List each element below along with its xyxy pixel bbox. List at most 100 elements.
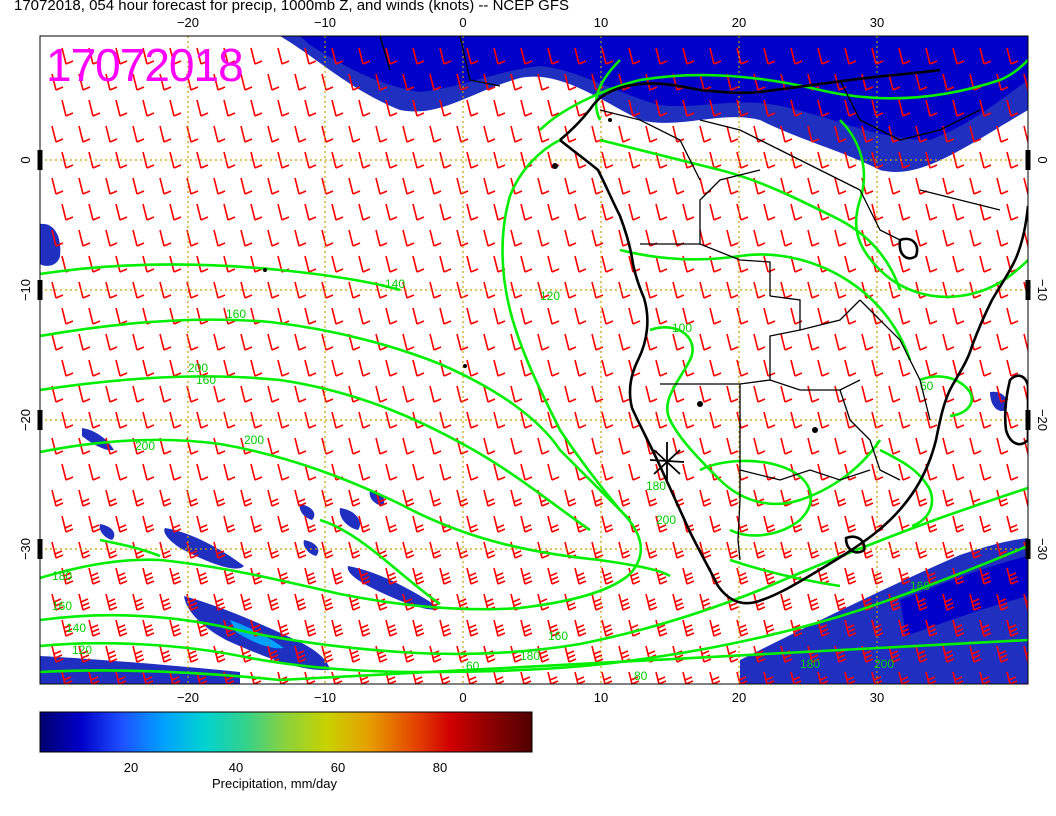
- wind-barb: [601, 411, 614, 429]
- wind-barb: [321, 489, 334, 507]
- wind-barb: [196, 411, 209, 429]
- precip-streak-1: [82, 428, 114, 451]
- wind-barb: [240, 229, 253, 247]
- colorbar-gradient: [39, 711, 533, 753]
- wind-barb: [88, 47, 101, 65]
- wind-barb: [250, 203, 263, 221]
- wind-barb: [483, 437, 496, 455]
- wind-barb: [132, 73, 145, 91]
- lat-tick: 0: [1035, 156, 1050, 163]
- wind-barb: [942, 593, 955, 611]
- precip-streak-2: [164, 528, 244, 569]
- wind-barb: [1006, 203, 1019, 221]
- wind-barb: [618, 177, 631, 195]
- wind-barb: [294, 229, 307, 247]
- wind-barb: [132, 593, 145, 611]
- wind-barb: [348, 73, 361, 91]
- wind-barb: [564, 385, 577, 403]
- wind-barb: [844, 515, 857, 533]
- wind-barb: [537, 125, 550, 143]
- wind-barb: [682, 47, 695, 65]
- wind-barb: [142, 567, 155, 585]
- wind-barb: [726, 281, 739, 299]
- wind-barb: [51, 593, 64, 611]
- wind-barb: [537, 593, 550, 611]
- wind-barb: [844, 359, 857, 377]
- wind-barb: [753, 73, 766, 91]
- wind-barb: [88, 515, 101, 533]
- wind-barb: [591, 333, 604, 351]
- wind-barb: [925, 515, 938, 533]
- wind-barb: [591, 177, 604, 195]
- wind-barb: [952, 515, 965, 533]
- wind-barb: [888, 593, 901, 611]
- wind-barb: [520, 567, 533, 585]
- wind-barb: [105, 593, 118, 611]
- wind-barb: [483, 229, 496, 247]
- wind-barb: [412, 515, 425, 533]
- wind-barb: [591, 281, 604, 299]
- wind-barb: [78, 541, 91, 559]
- wind-barb: [493, 515, 506, 533]
- wind-barb: [304, 619, 317, 637]
- wind-barb: [520, 671, 532, 684]
- island-dots: [263, 118, 818, 433]
- wind-barb: [682, 619, 695, 637]
- wind-barb: [169, 99, 182, 117]
- wind-barb: [699, 333, 712, 351]
- wind-barb: [763, 99, 776, 117]
- wind-barb: [402, 177, 415, 195]
- wind-barb: [429, 333, 442, 351]
- wind-barb: [267, 437, 280, 455]
- wind-barb: [807, 177, 820, 195]
- wind-barb: [250, 151, 263, 169]
- wind-barb: [726, 125, 739, 143]
- wind-barb: [358, 359, 371, 377]
- wind-barb: [186, 645, 199, 663]
- wind-barb: [925, 99, 938, 117]
- country-borders: [379, 36, 1001, 561]
- wind-barb: [105, 73, 118, 91]
- wind-barb: [952, 203, 965, 221]
- wind-barb: [520, 255, 533, 273]
- wind-barb: [277, 463, 290, 481]
- wind-barb: [520, 463, 533, 481]
- wind-barb: [483, 385, 496, 403]
- wind-barb: [925, 671, 937, 684]
- wind-barb: [790, 671, 802, 684]
- wind-barb: [429, 541, 442, 559]
- north-coast: [559, 68, 941, 141]
- wind-barb: [277, 515, 290, 533]
- wind-barb: [1006, 567, 1019, 585]
- contour-labels: 1401601602002002001801601401201201001802…: [52, 277, 934, 683]
- wind-barb: [510, 177, 523, 195]
- lat-tick: −10: [18, 279, 33, 301]
- wind-barb: [358, 99, 371, 117]
- wind-barb: [628, 99, 641, 117]
- wind-barb: [61, 307, 74, 325]
- wind-barb: [331, 619, 344, 637]
- contour-label: 180: [800, 657, 820, 671]
- lon-axis-bottom: −20 −10 0 10 20 30: [177, 690, 884, 705]
- wind-barb: [645, 385, 658, 403]
- wind-barb: [61, 463, 74, 481]
- wind-barb: [952, 307, 965, 325]
- wind-barb: [1023, 593, 1028, 611]
- wind-barb: [547, 515, 560, 533]
- wind-barb: [925, 411, 938, 429]
- wind-barb: [159, 229, 172, 247]
- wind-barb: [331, 567, 344, 585]
- wind-barb: [61, 203, 74, 221]
- wind-barb: [510, 489, 523, 507]
- wind-barb: [790, 307, 803, 325]
- wind-barb: [223, 671, 235, 684]
- wind-barb: [250, 463, 263, 481]
- wind-barb: [807, 593, 820, 611]
- contour-label: 200: [188, 361, 208, 375]
- wind-barb: [601, 307, 614, 325]
- wind-barb: [942, 489, 955, 507]
- wind-barb: [709, 47, 722, 65]
- wind-barb: [331, 203, 344, 221]
- lon-tick: 10: [594, 15, 608, 30]
